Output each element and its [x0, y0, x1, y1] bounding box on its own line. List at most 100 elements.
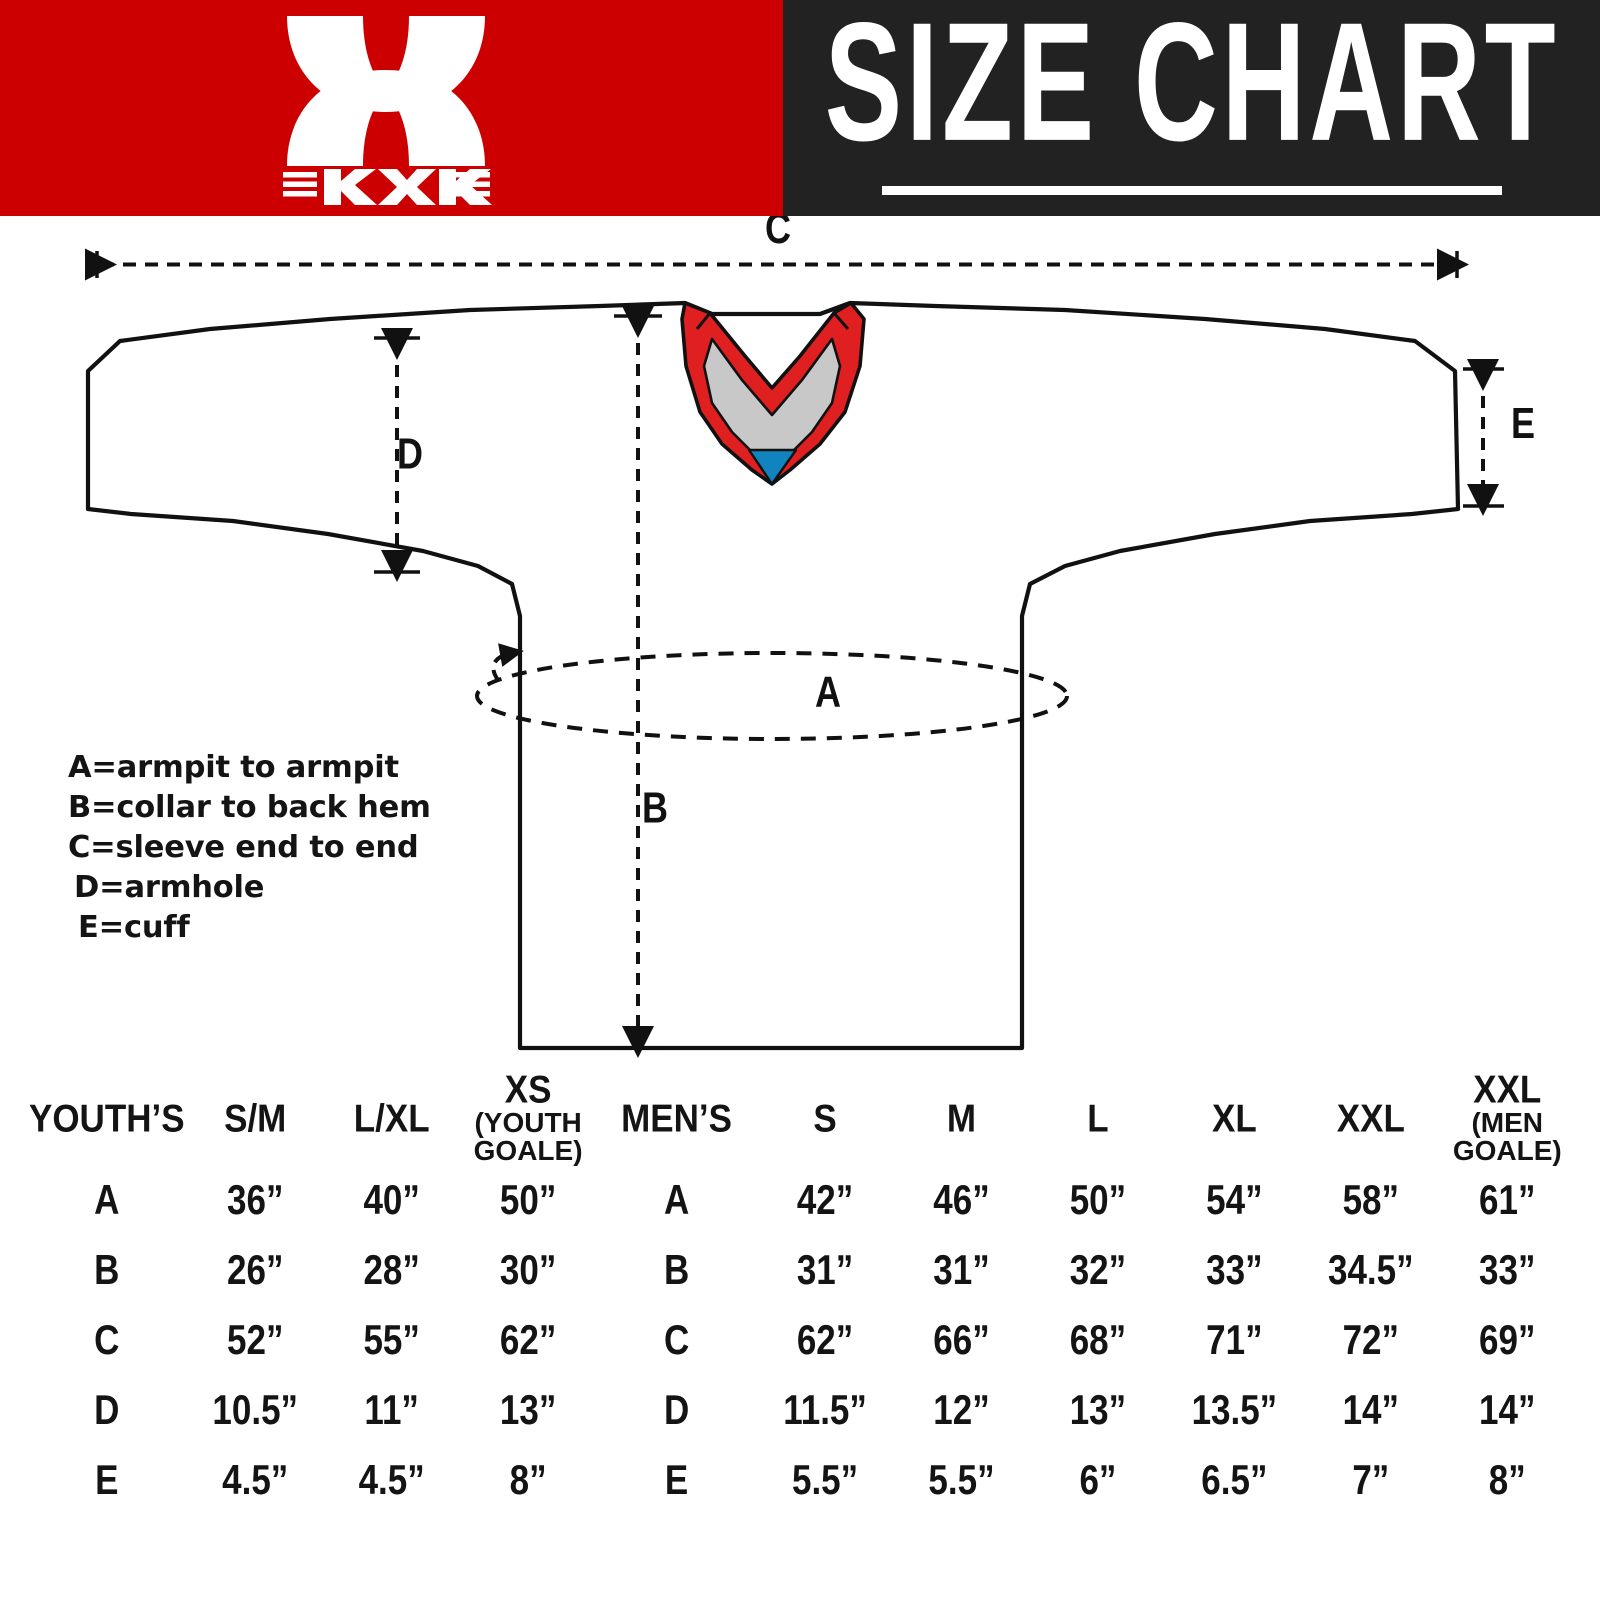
table-header-main: XXL [1336, 1096, 1405, 1140]
youth-value-cell-text: 52” [227, 1317, 284, 1364]
youth-value-cell-text: 10.5” [212, 1387, 299, 1434]
table-header-cell-m: M [894, 1072, 1029, 1165]
jersey-outline [85, 300, 1461, 1051]
mens-value-cell: 11.5” [758, 1377, 892, 1445]
mens-value-cell: 58” [1304, 1167, 1438, 1235]
mens-value-cell-text: 6” [1079, 1457, 1117, 1504]
mens-row-label-text: C [663, 1317, 690, 1364]
table-header-cell-s-m: S/M [188, 1072, 322, 1165]
dimension-e: E [1463, 359, 1535, 516]
mens-value-cell: 31” [894, 1237, 1029, 1305]
mens-value-cell: 34.5” [1304, 1237, 1438, 1305]
mens-value-cell: 68” [1031, 1307, 1165, 1375]
table-row: D 10.5” 11” 13” D 11.5” 12” 13” 13.5” 14” 14” [28, 1377, 1574, 1445]
mens-row-label: A [597, 1167, 756, 1235]
dimension-c: C [85, 216, 1469, 281]
mens-value-cell-text: 31” [796, 1247, 854, 1294]
mens-value-cell: 5.5” [758, 1447, 892, 1515]
youth-value-cell: 62” [461, 1307, 595, 1375]
youth-value-cell: 13” [461, 1377, 595, 1445]
dimension-a: A [475, 643, 1069, 741]
mens-value-cell-text: 69” [1479, 1317, 1536, 1364]
jersey-collar [680, 301, 866, 486]
youth-value-cell: 50” [461, 1167, 595, 1235]
mens-row-label-text: D [663, 1387, 690, 1434]
dimension-label-c: C [765, 216, 791, 253]
youth-value-cell: 40” [324, 1167, 459, 1235]
size-table-wrap: YOUTH’S S/M L/XL XS (YOUTH GOALE) MEN’S S M L XL X… [25, 1069, 1577, 1518]
mens-value-cell-text: 6.5” [1201, 1457, 1268, 1504]
mens-row-label-text: B [663, 1247, 690, 1294]
table-header-main: XL [1212, 1096, 1257, 1140]
mens-value-cell-text: 62” [796, 1317, 854, 1364]
youth-value-cell-text: 4.5” [222, 1457, 289, 1504]
table-row: C 52” 55” 62” C 62” 66” 68” 71” 72” 69” [28, 1307, 1574, 1375]
mens-row-label: E [597, 1447, 756, 1515]
mens-value-cell-text: 71” [1206, 1317, 1263, 1364]
youth-value-cell: 10.5” [188, 1377, 322, 1445]
page-header: SIZE CHART [0, 0, 1600, 216]
table-header-sub: (MEN GOALE) [1452, 1106, 1562, 1166]
table-header-cell-xxl: XXL (MEN GOALE) [1440, 1070, 1574, 1166]
page-title: SIZE CHART [824, 0, 1559, 177]
mens-value-cell: 13” [1031, 1377, 1165, 1445]
youth-row-label-text: D [94, 1387, 120, 1434]
mens-value-cell-text: 5.5” [791, 1457, 859, 1504]
table-header-main: L [1087, 1096, 1109, 1140]
youth-row-label-text: E [95, 1457, 119, 1504]
table-header-cell-xxl: XXL [1304, 1072, 1438, 1165]
mens-value-cell: 62” [758, 1307, 892, 1375]
youth-row-label: A [28, 1167, 186, 1235]
table-row: A 36” 40” 50” A 42” 46” 50” 54” 58” 61” [28, 1167, 1574, 1235]
dimension-b: B [614, 306, 668, 1058]
youth-value-cell: 8” [461, 1447, 595, 1515]
mens-value-cell-text: 11.5” [783, 1387, 867, 1434]
youth-row-label-text: A [94, 1177, 120, 1224]
youth-row-label: C [28, 1307, 186, 1375]
youth-value-cell-text: 13” [499, 1387, 557, 1434]
mens-value-cell: 42” [758, 1167, 892, 1235]
mens-value-cell-text: 8” [1488, 1457, 1526, 1504]
legend-line-b: B=collar to back hem [68, 790, 431, 825]
mens-value-cell: 33” [1440, 1237, 1574, 1305]
dimension-label-a: A [815, 667, 841, 716]
table-header-main: XS [504, 1067, 552, 1112]
mens-value-cell: 50” [1031, 1167, 1165, 1235]
dimension-label-b: B [642, 783, 668, 832]
table-header-main: M [946, 1096, 977, 1140]
youth-value-cell: 26” [188, 1237, 322, 1305]
dimension-d: D [374, 328, 423, 582]
legend-line-c: C=sleeve end to end [68, 830, 419, 865]
mens-value-cell: 6.5” [1167, 1447, 1302, 1515]
mens-value-cell-text: 12” [933, 1387, 990, 1434]
mens-value-cell: 14” [1440, 1377, 1574, 1445]
youth-value-cell: 55” [324, 1307, 459, 1375]
youth-value-cell-text: 11” [364, 1387, 419, 1434]
mens-value-cell-text: 13” [1069, 1387, 1127, 1434]
mens-value-cell-text: 32” [1069, 1247, 1127, 1294]
table-header-row: YOUTH’S S/M L/XL XS (YOUTH GOALE) MEN’S S M L XL X… [28, 1067, 1574, 1166]
table-row: E 4.5” 4.5” 8” E 5.5” 5.5” 6” 6.5” 7” 8” [28, 1447, 1574, 1515]
mens-value-cell-text: 58” [1342, 1177, 1400, 1224]
youth-value-cell-text: 8” [509, 1457, 547, 1504]
legend-line-e: E=cuff [78, 910, 190, 945]
mens-value-cell-text: 14” [1342, 1387, 1400, 1434]
youth-value-cell: 28” [324, 1237, 459, 1305]
jersey-diagram: C D E [0, 216, 1600, 1068]
table-header-cell-youth-s: YOUTH’S [28, 1072, 186, 1165]
youth-value-cell-text: 30” [499, 1247, 557, 1294]
legend-line-a: A=armpit to armpit [68, 750, 399, 785]
title-underline [881, 186, 1502, 195]
mens-value-cell-text: 31” [933, 1247, 990, 1294]
mens-value-cell: 61” [1440, 1167, 1574, 1235]
youth-value-cell-text: 26” [227, 1247, 284, 1294]
dimension-label-e: E [1511, 399, 1535, 448]
dimension-label-d: D [397, 429, 423, 478]
table-header-main: S/M [224, 1096, 287, 1140]
title-block: SIZE CHART [797, 0, 1587, 195]
mens-value-cell: 33” [1167, 1237, 1302, 1305]
table-header-main: S [813, 1096, 837, 1140]
youth-value-cell-text: 62” [499, 1317, 557, 1364]
mens-value-cell: 66” [894, 1307, 1029, 1375]
youth-value-cell: 11” [324, 1377, 459, 1445]
